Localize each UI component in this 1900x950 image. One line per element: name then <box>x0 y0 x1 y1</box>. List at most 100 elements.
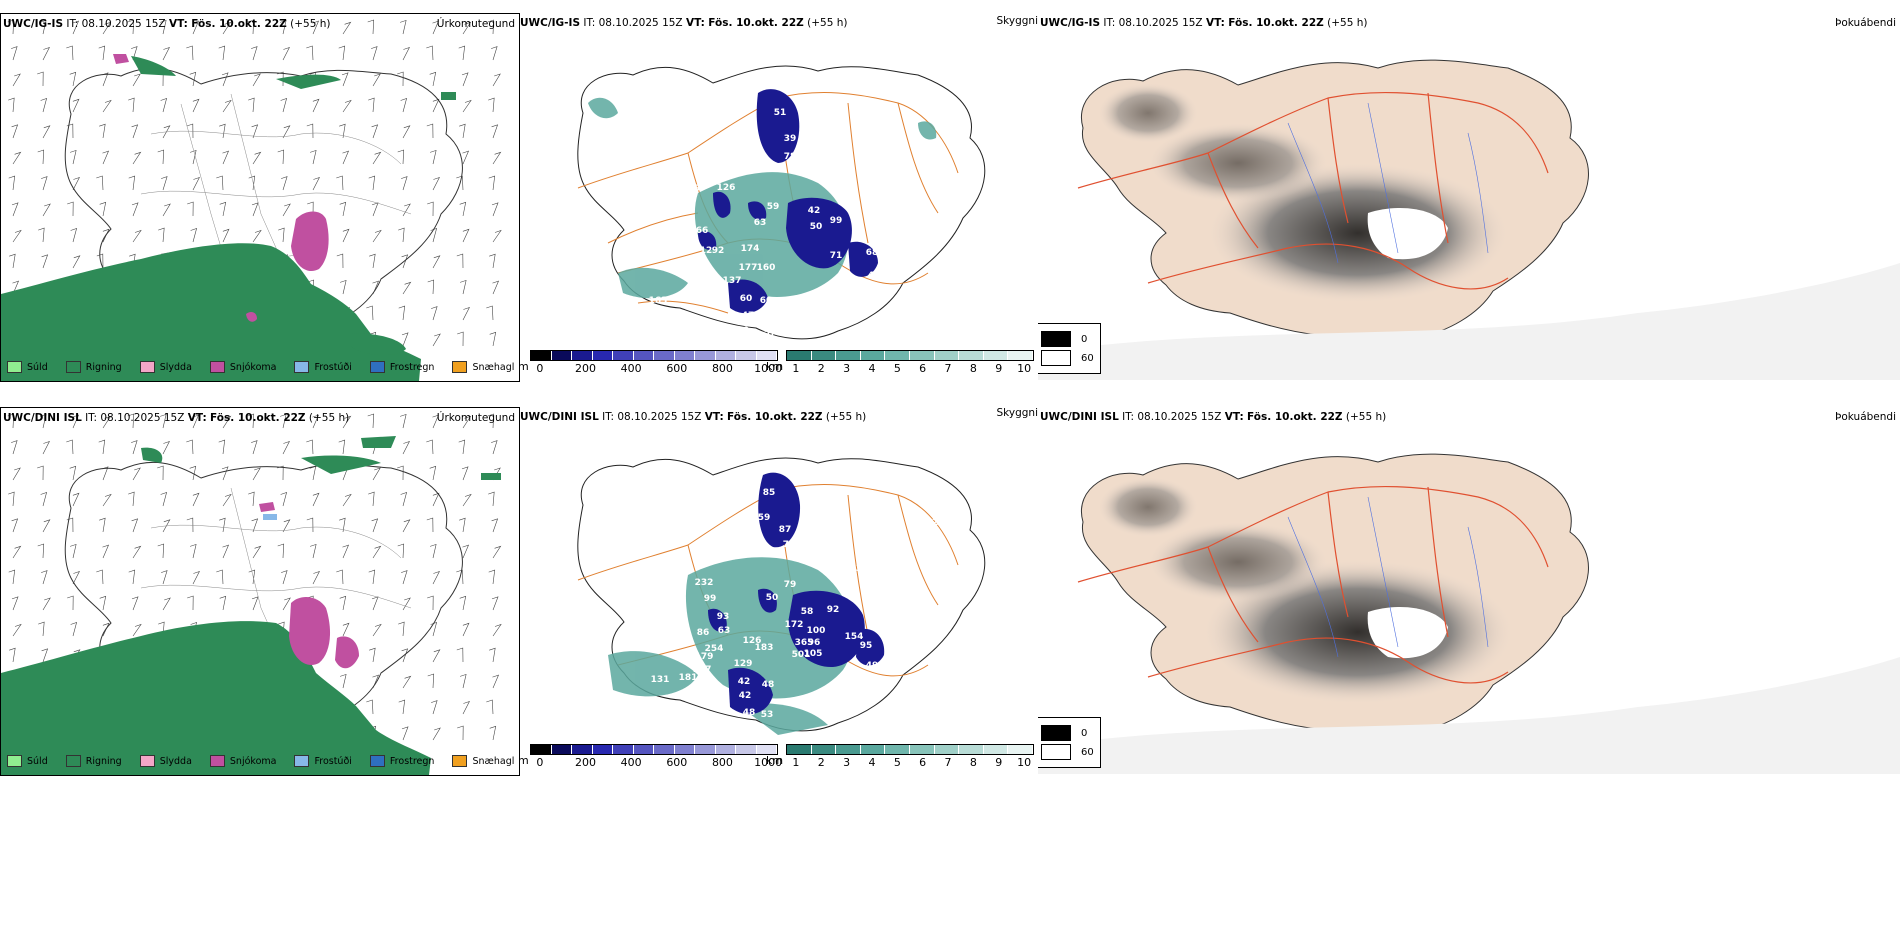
wind-barb <box>312 98 320 113</box>
colorbar-tick: 800 <box>711 362 733 375</box>
wind-barb <box>251 518 259 533</box>
wind-barb <box>459 201 467 217</box>
colorbar-tick: 0 <box>536 756 544 769</box>
wind-barb <box>190 149 197 165</box>
wind-barb <box>488 491 495 507</box>
wind-barb <box>372 545 382 559</box>
cloudbase-colorbar: 0 200 400 600 800 1000 m <box>518 350 782 375</box>
wind-barb <box>282 46 291 61</box>
wind-barb <box>157 543 165 559</box>
wind-barb <box>162 519 171 533</box>
wind-barb <box>7 413 15 429</box>
cloudbase-value-label: 50 <box>810 222 823 232</box>
wind-barb <box>432 414 440 429</box>
wind-barb <box>252 545 262 559</box>
wind-barb <box>397 149 405 165</box>
wind-barb <box>338 45 346 61</box>
precip-legend-item: Snjókoma <box>209 755 276 767</box>
wind-barb <box>131 518 139 533</box>
wind-barb <box>372 229 382 243</box>
wind-barb <box>489 253 496 269</box>
precip-map <box>1 19 502 381</box>
wind-barb <box>397 543 405 559</box>
cloudbase-value-label: 53 <box>761 710 774 720</box>
wind-barb <box>489 331 497 347</box>
wind-barb <box>40 413 47 429</box>
wind-barb <box>248 97 255 113</box>
wind-barb <box>12 73 21 87</box>
cloudbase-value-label: 232 <box>679 291 698 301</box>
wind-barb <box>491 202 499 217</box>
wind-barb <box>11 518 19 533</box>
wind-barb <box>397 465 404 481</box>
fog-legend-label: 60 <box>1081 746 1094 758</box>
wind-barb <box>160 98 168 113</box>
wind-barb <box>37 465 44 481</box>
colorbar-tick: 0 <box>536 362 544 375</box>
snow-area <box>289 596 331 665</box>
wind-barb <box>251 440 258 455</box>
wind-barb <box>402 281 412 295</box>
wind-barb <box>371 596 379 611</box>
cloudbase-value-label: 30 <box>856 564 869 574</box>
wind-barb <box>162 125 171 139</box>
wind-barb <box>488 569 496 585</box>
wind-barb <box>336 569 344 585</box>
wind-barb <box>99 595 107 611</box>
wind-barb <box>371 46 378 61</box>
row2-panel3-title: UWC/DINI ISL IT: 08.10.2025 15Z VT: Fös.… <box>1040 411 1387 423</box>
cloudbase-value-label: 78 <box>784 152 797 162</box>
wind-barb <box>427 595 434 611</box>
wind-barb <box>456 569 464 585</box>
colorbar-cell <box>756 745 777 754</box>
cloudbase-value-label: 79 <box>784 580 797 590</box>
wind-barb <box>7 19 15 35</box>
row1-panel1-field-name: Úrkomutegund <box>436 18 515 30</box>
wind-barb <box>11 202 19 217</box>
cloudbase-value-label: 39 <box>784 134 797 144</box>
wind-barb <box>402 125 411 139</box>
row2-panel3-field-name: Þokuábendi <box>1835 411 1896 423</box>
cloudbase-value-label: 126 <box>717 183 736 193</box>
colorbar-cell <box>592 745 613 754</box>
wind-barb <box>280 492 288 507</box>
cloudbase-labels: 51 39 78 126 59 42 50 99 63 66 174 12 92 160 71 68 177 13… <box>649 108 881 338</box>
wind-barb <box>252 467 261 481</box>
fog-legend-row: 60 <box>1041 350 1094 366</box>
colorbar-tick: 200 <box>575 756 597 769</box>
wind-barb <box>402 519 411 533</box>
wind-barb <box>216 175 224 191</box>
row1-panel2-field-name: Skyggni <box>996 15 1039 27</box>
colorbar-cell <box>674 351 695 360</box>
precip-legend-item: Snæhagl <box>452 755 514 767</box>
row2-fog-panel: UWC/DINI ISL IT: 08.10.2025 15Z VT: Fös.… <box>1038 407 1900 774</box>
fog-legend-label: 0 <box>1081 333 1088 345</box>
wind-barb <box>281 570 288 585</box>
wind-barb <box>132 623 142 637</box>
cloudbase-value-label: 167 <box>693 665 712 675</box>
legend-swatch <box>369 361 385 373</box>
legend-label: Rigning <box>85 755 122 767</box>
wind-barb <box>222 21 232 35</box>
rain-north <box>131 56 456 100</box>
cloudbase-value-label: 131 <box>651 675 670 685</box>
wind-barb <box>401 648 409 663</box>
colorbar-cell <box>613 745 634 754</box>
colorbar-tick: 7 <box>944 756 952 769</box>
wind-barb <box>402 675 412 689</box>
cloudbase-value-label: 63 <box>718 626 731 636</box>
fog-area <box>1098 83 1198 143</box>
wind-barb <box>40 98 48 113</box>
snow-north <box>259 502 275 512</box>
colorbar-tick: 10 <box>1017 756 1032 769</box>
wind-barb <box>189 465 197 481</box>
precip-legend-item: Súld <box>7 755 48 767</box>
wind-barb <box>372 151 382 165</box>
wind-barb <box>282 519 291 533</box>
row1-precip-panel: UWC/IG-IS IT: 08.10.2025 15Z VT: Fös. 10… <box>0 13 520 382</box>
wind-barb <box>132 73 141 87</box>
cloudbase-value-label: 92 <box>712 246 725 256</box>
wind-barb <box>282 597 291 611</box>
wind-barb <box>12 280 20 295</box>
